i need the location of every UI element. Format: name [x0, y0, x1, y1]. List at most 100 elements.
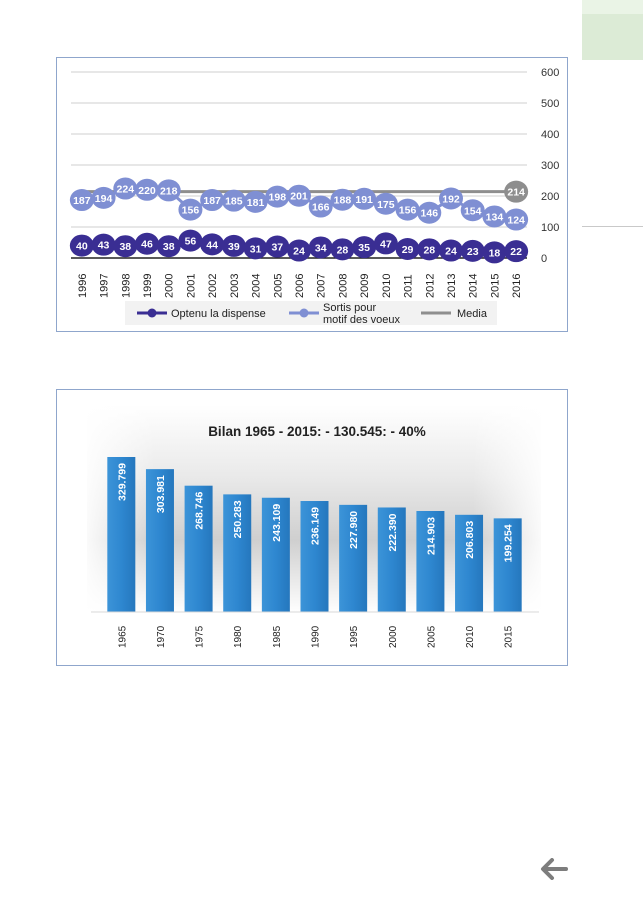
data-label: 31 [250, 243, 262, 255]
data-label: 156 [399, 205, 417, 217]
legend-label-sortis-line1: Sortis pour [323, 302, 377, 314]
x-tick-label: 1996 [77, 274, 89, 298]
legend-marker-sortis [299, 308, 309, 318]
x-tick-label: 1970 [156, 625, 167, 648]
x-tick-label: 1990 [311, 625, 322, 648]
bar [455, 514, 484, 612]
x-tick-label: 2010 [465, 625, 476, 648]
data-label: 201 [290, 191, 308, 203]
sortis-point [69, 189, 94, 212]
bar-value-label: 227.980 [348, 511, 360, 549]
sortis-point [135, 178, 159, 201]
sortis-point [265, 185, 290, 208]
dispense-point [482, 241, 507, 264]
bar-chart: Bilan 1965 - 2015: - 130.545: - 40% 329.… [87, 405, 541, 648]
sortis-point [113, 177, 138, 200]
data-label: 22 [510, 246, 522, 258]
bar-value-label: 329.799 [116, 463, 128, 501]
y-tick-label: 200 [541, 191, 559, 203]
data-label: 134 [486, 211, 504, 223]
bar-value-label: 236.149 [310, 507, 322, 545]
dispense-point [287, 239, 311, 262]
data-label: 192 [442, 193, 460, 205]
sortis-point [352, 187, 377, 210]
bar [184, 485, 213, 612]
x-tick-label: 2003 [229, 274, 241, 298]
bar-value-label: 250.283 [232, 500, 244, 538]
data-label: 56 [185, 236, 197, 248]
media-label: 214 [507, 187, 525, 199]
bar [223, 494, 252, 612]
x-tick-label: 1965 [117, 625, 128, 648]
x-tick-label: 1985 [272, 625, 283, 648]
bar-value-label: 243.109 [271, 504, 283, 542]
x-tick-label: 2002 [207, 274, 219, 298]
x-tick-label: 2014 [468, 274, 480, 298]
data-label: 198 [269, 192, 287, 204]
bar-value-label: 303.981 [155, 475, 167, 513]
chart-panel-bilan: Bilan 1965 - 2015: - 130.545: - 40% 329.… [56, 389, 568, 666]
x-tick-label: 2012 [424, 274, 436, 298]
sortis-point [243, 190, 268, 213]
x-tick-label: 2000 [388, 625, 399, 648]
bar [145, 469, 174, 612]
data-label: 187 [73, 195, 91, 207]
bar-value-label: 214.903 [425, 517, 437, 555]
data-label: 38 [119, 241, 131, 253]
x-tick-label: 2008 [337, 274, 349, 298]
legend-label-dispense: Optenu la dispense [171, 308, 266, 320]
x-tick-label: 1980 [233, 625, 244, 648]
x-tick-label: 2010 [381, 274, 393, 298]
dispense-point [439, 239, 463, 262]
sortis-point [200, 189, 225, 212]
x-tick-label: 2000 [164, 274, 176, 298]
dispense-point [156, 235, 181, 258]
data-label: 28 [423, 244, 435, 256]
y-tick-label: 0 [541, 253, 547, 265]
data-label: 175 [377, 199, 395, 211]
sortis-point [395, 198, 420, 221]
data-label: 34 [315, 242, 327, 254]
sortis-point [504, 208, 529, 231]
dispense-point [417, 238, 442, 261]
sortis-point [221, 189, 246, 212]
chart-title: Bilan 1965 - 2015: - 130.545: - 40% [208, 424, 426, 439]
bar [493, 518, 522, 612]
dispense-point [308, 236, 333, 259]
data-label: 185 [225, 196, 243, 208]
data-label: 35 [358, 242, 370, 254]
data-label: 188 [334, 195, 352, 207]
data-label: 47 [380, 238, 392, 250]
dispense-point [200, 233, 225, 256]
back-arrow-icon[interactable] [540, 858, 568, 880]
corner-tab [582, 0, 643, 60]
data-label: 224 [117, 184, 135, 196]
x-tick-label: 2016 [511, 274, 523, 298]
dispense-point [69, 234, 94, 257]
sortis-point [91, 186, 116, 209]
data-label: 156 [182, 205, 200, 217]
side-divider [582, 226, 643, 227]
data-label: 146 [421, 208, 439, 220]
x-tick-label: 2013 [446, 274, 458, 298]
chart-panel-dispense: 0 100 200 300 400 500 600 1996 1997 1998 1999 2000 2… [56, 57, 568, 332]
legend-label-sortis-line2: motif des voeux [323, 314, 401, 326]
media-point [504, 180, 529, 203]
data-label: 154 [464, 205, 482, 217]
dispense-point [178, 229, 203, 252]
x-tick-label: 2001 [185, 274, 197, 298]
bar-value-label: 206.803 [464, 521, 476, 559]
sortis-point [330, 188, 355, 211]
x-tick-label: 1998 [120, 274, 132, 298]
x-tick-label: 1997 [99, 274, 111, 298]
data-label: 43 [98, 240, 110, 252]
y-tick-label: 300 [541, 160, 559, 172]
bar [261, 497, 290, 612]
x-tick-label: 2011 [403, 274, 415, 298]
data-label: 191 [355, 194, 373, 206]
data-label: 39 [228, 241, 240, 253]
bar-value-label: 199.254 [503, 524, 515, 562]
dispense-point [265, 235, 290, 258]
bar [107, 457, 136, 612]
sortis-point [417, 201, 442, 224]
